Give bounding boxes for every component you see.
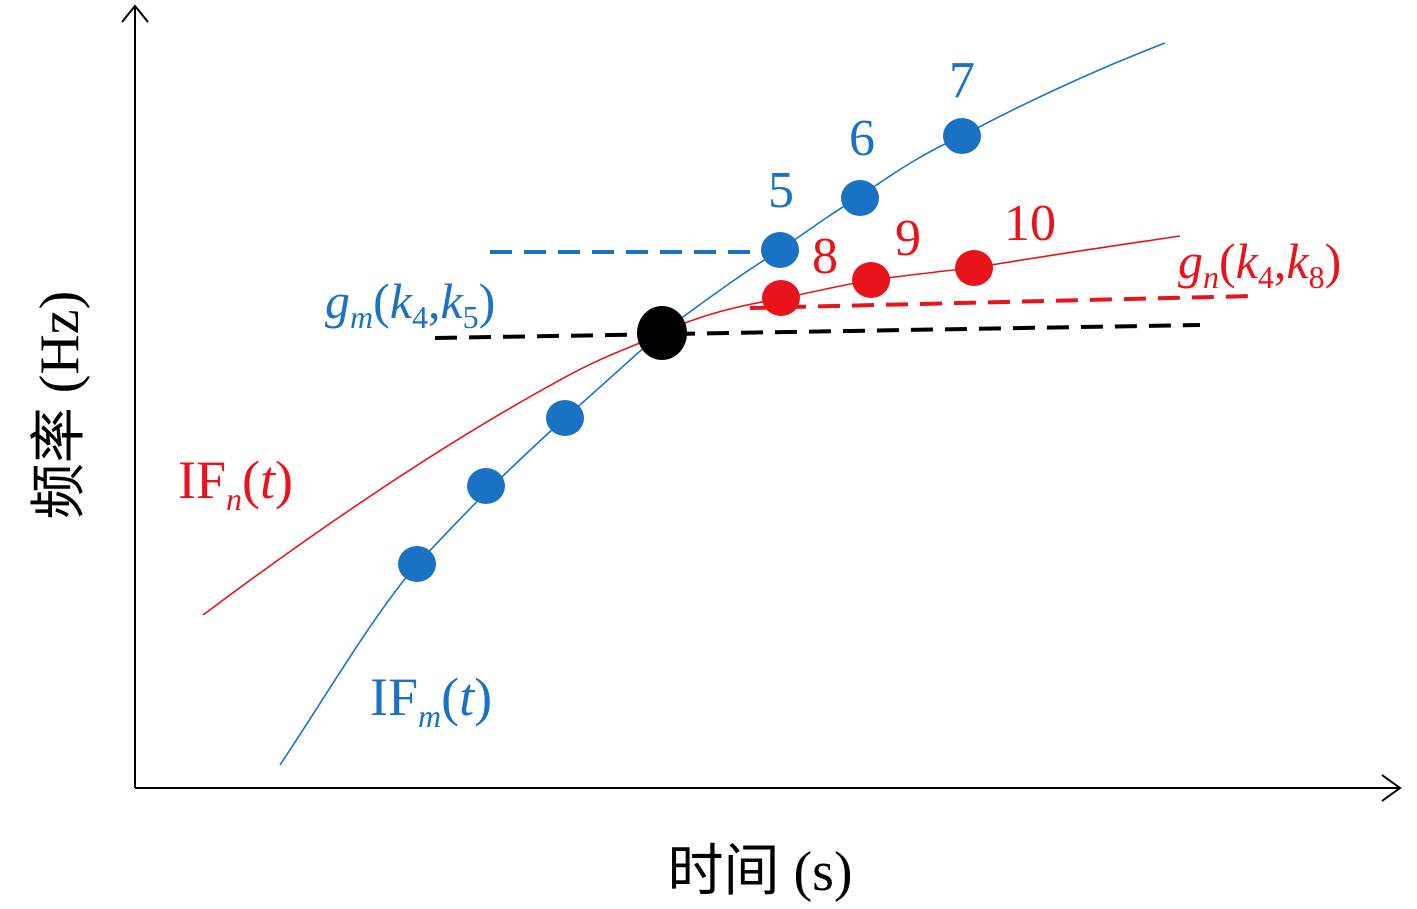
axes <box>121 4 1402 802</box>
part: k <box>440 273 463 329</box>
dash-black <box>434 323 1201 340</box>
part: m <box>350 299 373 335</box>
part: IF <box>178 450 226 510</box>
part: ( <box>1219 233 1236 289</box>
part: , <box>428 273 441 329</box>
part: k <box>390 273 413 329</box>
part: 4 <box>1258 259 1274 295</box>
part: k <box>1286 233 1309 289</box>
part: n <box>1203 259 1219 295</box>
part: k <box>1236 233 1259 289</box>
point-label: 6 <box>849 110 875 167</box>
y-arrow <box>121 4 149 23</box>
label-g-n: gn(k4,k8) <box>1178 233 1341 295</box>
part: , <box>1274 233 1287 289</box>
part: g <box>1178 233 1203 289</box>
dash-red <box>749 294 1256 310</box>
part: IF <box>370 667 418 727</box>
part: n <box>226 481 242 517</box>
dot <box>467 468 505 504</box>
dots <box>398 118 993 582</box>
part: m <box>418 698 441 734</box>
part: ( <box>373 273 390 329</box>
dot <box>761 232 799 268</box>
x-axis-label: 时间 (s) <box>667 841 852 903</box>
part: ) <box>479 273 496 329</box>
label-if-m: IFm(t) <box>370 667 492 734</box>
label-if-n: IFn(t) <box>178 450 293 517</box>
part: ) <box>474 667 492 727</box>
part: t <box>260 450 277 510</box>
dot <box>762 280 800 316</box>
intersection-dot <box>637 306 687 360</box>
point-label: 7 <box>949 52 975 109</box>
point-labels: 5 6 7 8 9 10 <box>768 52 1056 285</box>
part: ) <box>275 450 293 510</box>
point-label: 10 <box>1004 195 1056 252</box>
part: t <box>459 667 476 727</box>
point-label: 8 <box>812 228 838 285</box>
part: 8 <box>1309 259 1325 295</box>
dot <box>841 180 879 216</box>
dot <box>943 118 981 154</box>
dot <box>398 546 436 582</box>
part: 5 <box>463 299 479 335</box>
dot <box>852 262 890 298</box>
point-label: 5 <box>768 162 794 219</box>
label-g-m: gm(k4,k5) <box>325 273 495 335</box>
part: ) <box>1325 233 1342 289</box>
dashed-lines <box>434 250 1256 340</box>
part: ( <box>441 667 459 727</box>
point-label: 9 <box>895 210 921 267</box>
part: 4 <box>412 299 428 335</box>
x-arrow <box>1381 774 1402 802</box>
curve-if-m <box>279 42 1166 766</box>
dot <box>546 400 584 436</box>
dot <box>955 250 993 286</box>
part: ( <box>242 450 260 510</box>
y-axis-label: 频率 (Hz) <box>29 291 91 520</box>
part: g <box>325 273 350 329</box>
